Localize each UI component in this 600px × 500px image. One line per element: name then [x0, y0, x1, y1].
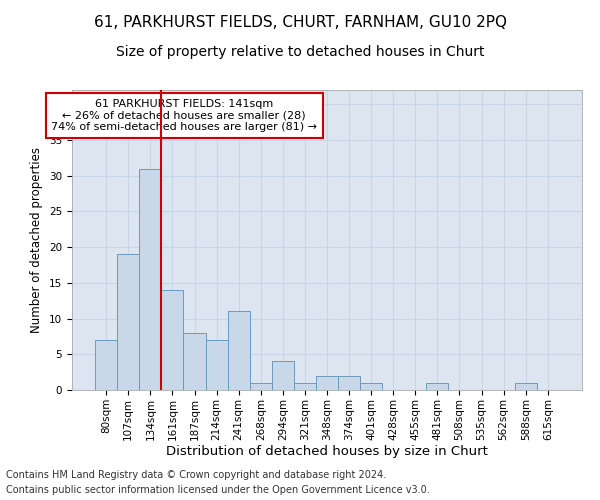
Text: Size of property relative to detached houses in Churt: Size of property relative to detached ho…	[116, 45, 484, 59]
Bar	[139, 168, 161, 390]
Bar	[227, 312, 250, 390]
Bar	[515, 383, 537, 390]
Bar	[206, 340, 227, 390]
Bar	[95, 340, 117, 390]
X-axis label: Distribution of detached houses by size in Churt: Distribution of detached houses by size …	[166, 446, 488, 458]
Text: Contains HM Land Registry data © Crown copyright and database right 2024.: Contains HM Land Registry data © Crown c…	[6, 470, 386, 480]
Text: Contains public sector information licensed under the Open Government Licence v3: Contains public sector information licen…	[6, 485, 430, 495]
Bar	[184, 333, 206, 390]
Text: 61, PARKHURST FIELDS, CHURT, FARNHAM, GU10 2PQ: 61, PARKHURST FIELDS, CHURT, FARNHAM, GU…	[94, 15, 506, 30]
Bar	[161, 290, 184, 390]
Y-axis label: Number of detached properties: Number of detached properties	[31, 147, 43, 333]
Text: 61 PARKHURST FIELDS: 141sqm
← 26% of detached houses are smaller (28)
74% of sem: 61 PARKHURST FIELDS: 141sqm ← 26% of det…	[51, 99, 317, 132]
Bar	[316, 376, 338, 390]
Bar	[294, 383, 316, 390]
Bar	[250, 383, 272, 390]
Bar	[272, 362, 294, 390]
Bar	[117, 254, 139, 390]
Bar	[338, 376, 360, 390]
Bar	[427, 383, 448, 390]
Bar	[360, 383, 382, 390]
